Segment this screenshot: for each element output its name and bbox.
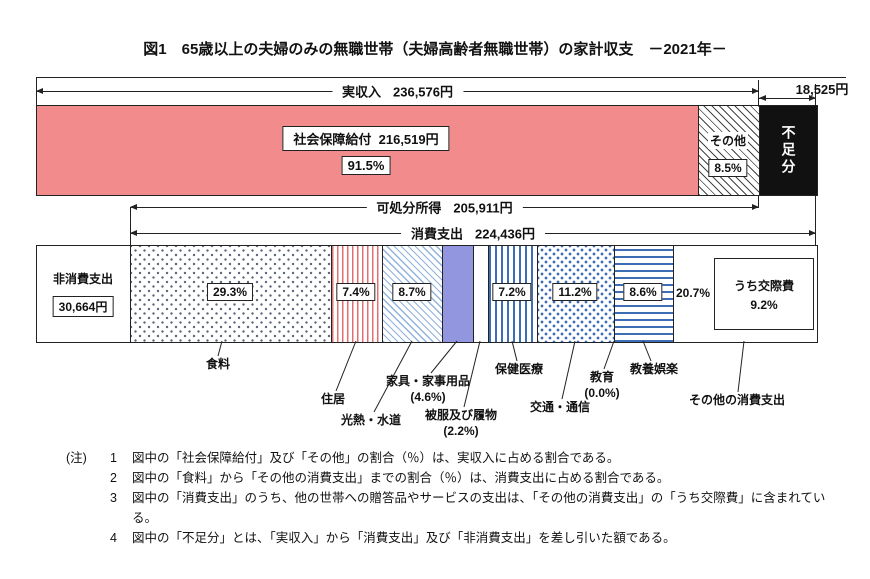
social-security-label-box: 社会保障給付 216,519円 (282, 126, 450, 151)
segment-clothing-footwear (474, 246, 489, 342)
tick-deficit-right (815, 84, 816, 105)
pct-box-culture-recreation: 8.6% (623, 283, 663, 301)
real-income-bracket: 実収入 236,576円 (36, 81, 759, 101)
pct-box-housing: 7.4% (336, 283, 376, 301)
note-number: 2 (110, 471, 117, 485)
deficit-segment: 不足分 (760, 106, 817, 195)
note-text: 図中の「食料」から「その他の消費支出」までの割合（％）は、消費支出に占める割合で… (132, 471, 670, 485)
other-income-pct-box: 8.5% (708, 159, 748, 177)
deficit-segment-label: 不足分 (780, 125, 797, 176)
label-fuel-light-water: 光熱・水道 (340, 413, 402, 427)
label-culture-recreation: 教養娯楽 (629, 362, 679, 376)
label-education: 教育 (0.0%) (584, 370, 620, 400)
deficit-amount-label: 18,525円 (795, 82, 849, 97)
non-consumption-segment (37, 246, 131, 342)
non-consumption-label: 非消費支出 (52, 272, 114, 286)
label-clothing-footwear: 被服及び履物 (2.2%) (424, 408, 498, 438)
top-rule (36, 77, 846, 78)
pct-box-fuel-light-water: 8.7% (392, 283, 432, 301)
note-number: 4 (110, 531, 117, 545)
label-housing: 住居 (320, 392, 346, 406)
label-food: 食料 (205, 357, 231, 371)
deficit-bracket (759, 95, 816, 101)
pct-box-medical-care: 7.2% (492, 283, 532, 301)
segment-furniture-household (443, 246, 474, 342)
segment-transport-communication (538, 246, 615, 342)
notes: (注) 1 図中の「社会保障給付」及び「その他」の割合（％）は、実収入に占める割… (66, 448, 838, 548)
consumption-bracket-label: 消費支出 224,436円 (400, 223, 546, 243)
social-security-pct-box: 91.5% (341, 156, 391, 175)
real-income-bracket-label: 実収入 236,576円 (331, 81, 464, 101)
disposable-income-bracket: 可処分所得 205,911円 (130, 197, 759, 217)
pct-box-food: 29.3% (206, 283, 254, 301)
kosaihi-pct: 9.2% (750, 297, 778, 312)
label-medical-care: 保健医療 (494, 362, 544, 376)
non-consumption-value-box: 30,664円 (52, 296, 114, 317)
other-income-label: その他 (707, 132, 749, 149)
income-bar: 不足分 (36, 105, 818, 196)
kosaihi-label: うち交際費 (733, 278, 794, 293)
note-number: 3 (110, 491, 117, 505)
label-other-consumption: その他の消費支出 (688, 393, 786, 407)
pct-other-consumption: 20.7% (675, 286, 711, 300)
tick-consumption-right (815, 194, 816, 245)
consumption-bracket: 消費支出 224,436円 (130, 223, 816, 243)
other-income-segment (699, 106, 760, 195)
kosaihi-box: うち交際費 9.2% (714, 258, 814, 330)
label-transport-communication: 交通・通信 (529, 400, 591, 414)
disposable-income-bracket-label: 可処分所得 205,911円 (366, 197, 523, 217)
notes-header: (注) (66, 451, 87, 465)
tick-disposable-right (758, 194, 759, 207)
note-number: 1 (110, 451, 117, 465)
page-title: 図1 65歳以上の夫婦のみの無職世帯（夫婦高齢者無職世帯）の家計収支 －2021… (143, 41, 727, 58)
note-text: 図中の「消費支出」のうち、他の世帯への贈答品やサービスの支出は、「その他の消費支… (132, 491, 826, 525)
pct-box-transport-communication: 11.2% (552, 283, 598, 301)
note-text: 図中の「社会保障給付」及び「その他」の割合（％）は、実収入に占める割合である。 (132, 451, 620, 465)
tick-disposable-left (130, 207, 131, 245)
note-text: 図中の「不足分」とは、「実収入」から「消費支出」及び「非消費支出」を差し引いた額… (132, 531, 676, 545)
label-furniture-household: 家具・家事用品 (4.6%) (385, 374, 471, 404)
